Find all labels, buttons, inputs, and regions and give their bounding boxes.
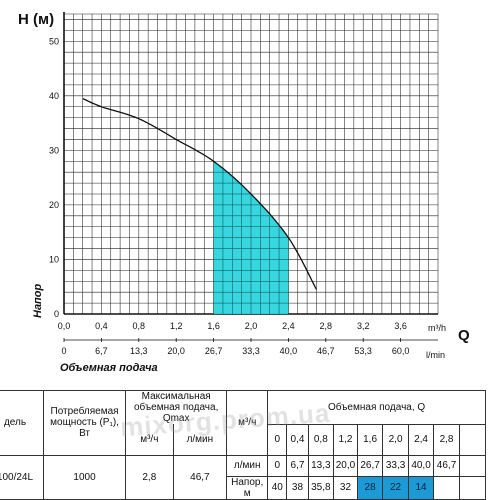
flow-m3h-0: 0: [267, 423, 288, 456]
y-tick-label: 50: [49, 36, 59, 46]
td-power: 1000: [42, 454, 127, 500]
x-tick-label-m3h: 3,2: [357, 321, 370, 331]
y-tick-label: 30: [49, 145, 59, 155]
flow-m3h-5: 2,0: [382, 423, 409, 456]
y-tick-label: 40: [49, 91, 59, 101]
x-tick-label-m3h: 0,0: [58, 321, 71, 331]
head-7: [433, 475, 460, 500]
x-tick-label-lmin: 40,0: [280, 346, 298, 356]
th-flow-unit-m3h: м³/ч: [226, 390, 269, 456]
x-tick-label-m3h: 2,8: [320, 321, 333, 331]
head-1: 38: [286, 475, 309, 500]
head-2: 35,8: [307, 475, 335, 500]
td-qmax-lmin: 46,7: [172, 454, 228, 500]
x-tick-label-lmin: 20,0: [167, 346, 185, 356]
x-unit-primary: m³/h: [428, 323, 446, 333]
flow-lmin-0: 0: [267, 454, 288, 477]
flow-m3h-7: 2,8: [433, 423, 460, 456]
flow-lmin-4: 26,7: [356, 454, 384, 477]
head-spacer: [459, 475, 487, 500]
chart-tick-layer: 0 10 20 30 40 50 0,0 0,4 0,8 1,2 1,6 2,0 2,4 2,8 3,2 3,…: [49, 36, 438, 356]
head-3: 32: [333, 475, 358, 500]
x-tick-label-m3h: 0,4: [95, 321, 108, 331]
th-qmax: Максимальная объемная подача, Qmax: [125, 390, 228, 424]
x-tick-label-lmin: 26,7: [205, 346, 223, 356]
th-flow: Объемная подача, Q: [267, 390, 486, 425]
flow-lmin-7: 46,7: [433, 454, 460, 477]
flow-lmin-5: 33,3: [382, 454, 409, 477]
pump-performance-chart: 0 10 20 30 40 50 0,0 0,4 0,8 1,2 1,6 2,0 2,4 2,8 3,2 3,…: [18, 11, 470, 374]
flow-m3h-6: 2,4: [407, 423, 435, 456]
th-flow-unit-lmin: л/мин: [226, 454, 269, 477]
chart-curve-layer: [82, 97, 318, 290]
y-axis-title: H (м): [18, 11, 54, 28]
flow-m3h-spacer: [459, 423, 487, 456]
spec-table: дель Потребляемая мощность (P₁), Вт Макс…: [0, 390, 487, 500]
chart-svg: 0 10 20 30 40 50 0,0 0,4 0,8 1,2 1,6 2,0 2,4 2,8 3,2 3,…: [18, 11, 470, 374]
th-model: дель: [0, 390, 44, 456]
y-tick-label: 10: [49, 254, 59, 264]
flow-lmin-2: 13,3: [307, 454, 335, 477]
flow-m3h-4: 1,6: [356, 423, 384, 456]
head-5: 22: [382, 475, 409, 500]
head-0: 40: [267, 475, 288, 500]
flow-m3h-1: 0,4: [286, 423, 309, 456]
x-unit-secondary: l/min: [426, 350, 445, 360]
td-qmax-m3h: 2,8: [125, 454, 174, 500]
x-tick-label-lmin: 46,7: [317, 346, 335, 356]
flow-lmin-spacer: [459, 454, 487, 477]
y-tick-label: 0: [54, 309, 59, 319]
y-tick-label: 20: [49, 200, 59, 210]
head-6: 14: [407, 475, 435, 500]
x-tick-label-lmin: 6,7: [95, 346, 108, 356]
flow-lmin-3: 20,0: [333, 454, 358, 477]
x-tick-label-lmin: 33,3: [242, 346, 260, 356]
x-tick-label-lmin: 53,3: [354, 346, 372, 356]
x-tick-label-m3h: 1,6: [207, 321, 220, 331]
th-qmax-unit-m3h: м³/ч: [125, 424, 174, 456]
flow-m3h-2: 0,8: [307, 423, 335, 456]
x-tick-label-lmin: 0: [61, 346, 66, 356]
flow-lmin-1: 6,7: [286, 454, 309, 477]
spec-table-area: дель Потребляемая мощность (P₁), Вт Макс…: [0, 385, 500, 500]
head-4: 28: [356, 475, 384, 500]
x-tick-label-m3h: 0,8: [133, 321, 146, 331]
x-tick-label-m3h: 2,0: [245, 321, 258, 331]
x-tick-label-m3h: 3,6: [394, 321, 407, 331]
x-tick-label-lmin: 60,0: [392, 346, 410, 356]
y-axis-side-label: Напор: [32, 284, 44, 319]
flow-m3h-3: 1,2: [333, 423, 358, 456]
x-axis-title: Объемная подача: [60, 362, 158, 374]
td-model: 100/24L: [0, 454, 44, 500]
th-head: Напор, м: [226, 475, 269, 500]
pump-curve-line: [82, 97, 318, 290]
th-power: Потребляемая мощность (P₁), Вт: [42, 390, 127, 456]
x-axis-letter: Q: [458, 327, 470, 344]
flow-lmin-6: 40,0: [407, 454, 435, 477]
x-tick-label-m3h: 2,4: [282, 321, 295, 331]
th-qmax-unit-lmin: л/мин: [172, 424, 228, 456]
x-tick-label-m3h: 1,2: [170, 321, 183, 331]
x-tick-label-lmin: 13,3: [130, 346, 148, 356]
